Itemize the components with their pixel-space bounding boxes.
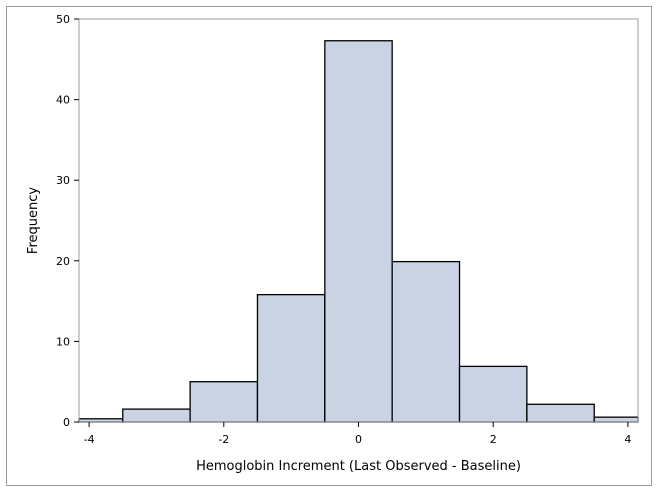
y-axis: 0 10 20 30 40 50 [56, 13, 79, 429]
bars-layer [78, 40, 639, 423]
histogram-bar-8 [593, 416, 639, 423]
y-tick-label: 40 [56, 94, 70, 107]
x-tick-label: -4 [84, 433, 95, 446]
histogram-bar-3 [256, 294, 326, 423]
y-axis-title: Frequency [26, 187, 41, 254]
y-tick-label: 50 [56, 13, 70, 26]
y-tick-label: 0 [63, 416, 70, 429]
x-tick-label: 4 [624, 433, 631, 446]
y-tick-label: 20 [56, 255, 70, 268]
histogram-bar-5 [391, 260, 461, 423]
x-tick-label: -2 [218, 433, 229, 446]
x-tick-label: 2 [490, 433, 497, 446]
histogram-bar-2 [189, 381, 259, 423]
x-tick-label: 0 [355, 433, 362, 446]
x-axis: -4 -2 0 2 4 [84, 422, 631, 446]
y-tick-label: 10 [56, 335, 70, 348]
histogram-bar-4 [324, 40, 393, 423]
y-tick-label: 30 [56, 174, 70, 187]
histogram-bar-1 [122, 408, 191, 423]
histogram-bar-7 [526, 403, 595, 423]
x-axis-title: Hemoglobin Increment (Last Observed - Ba… [196, 459, 521, 474]
histogram-bar-6 [458, 365, 528, 423]
